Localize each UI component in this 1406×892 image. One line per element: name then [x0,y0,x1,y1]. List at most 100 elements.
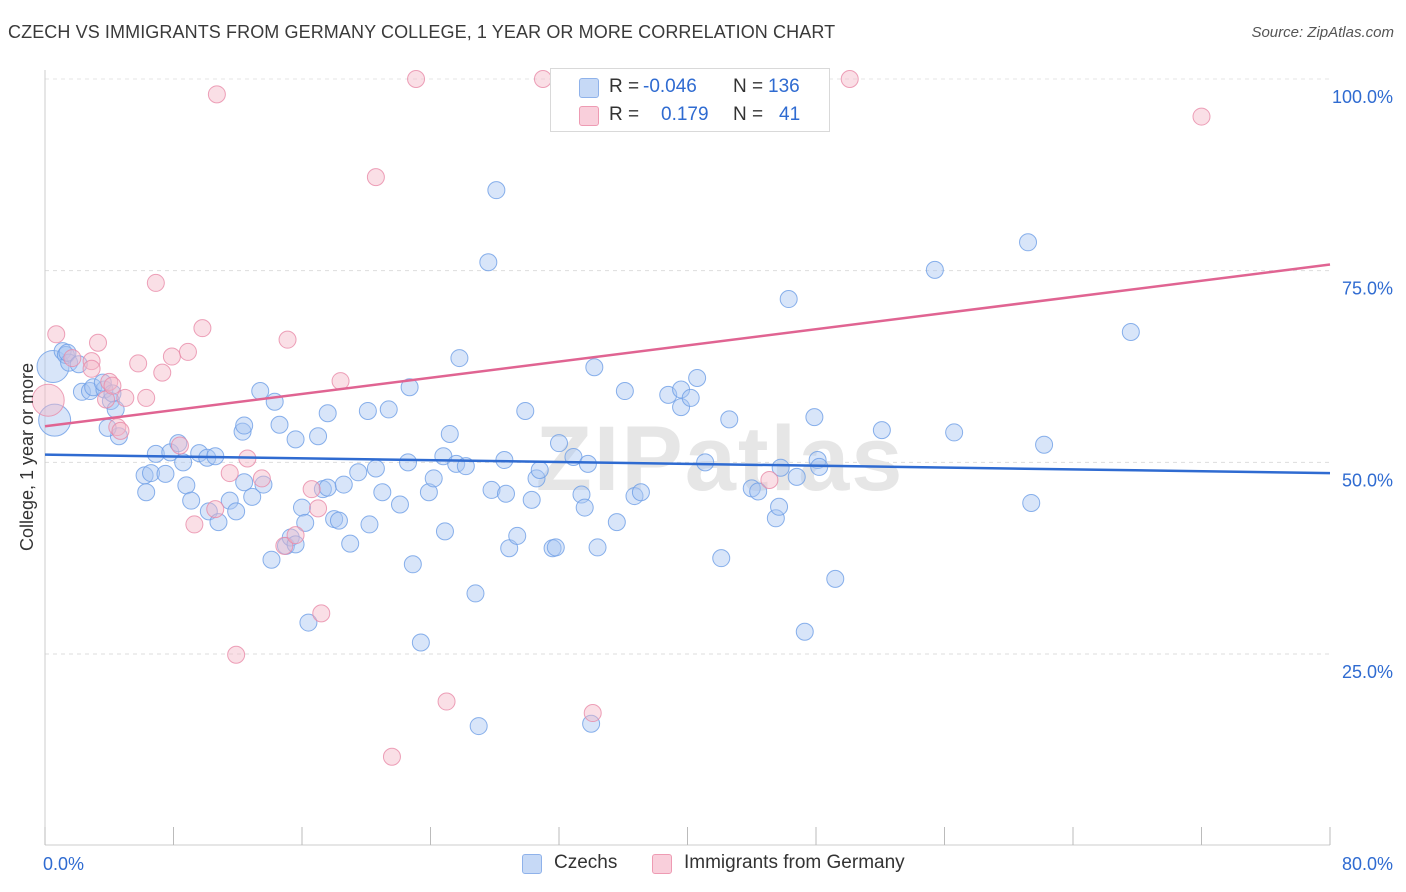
immigrants-germany-point [185,515,204,534]
czechs-point [235,473,254,492]
czechs-point [1121,323,1140,341]
immigrants-germany-point [309,499,328,518]
czechs-point [787,467,806,486]
immigrants-germany-point [331,372,350,391]
czechs-point [578,454,597,473]
czechs-point [615,382,634,401]
czechs-point [1035,435,1054,454]
czechs-point [550,434,568,453]
czechs-point [379,400,398,419]
watermark: ZIPatlas [536,408,905,510]
axes [44,70,1331,846]
czechs-point [1019,233,1038,252]
czechs-point [522,490,541,509]
czechs-point [688,369,707,387]
immigrants-germany-point [302,480,321,499]
immigrants-germany-point [129,354,148,373]
immigrants-germany-point [137,388,156,407]
immigrants-germany-point [760,470,779,489]
czechs-point [299,613,318,632]
czechs-point [826,569,845,588]
czechs-point [309,427,328,446]
czechs-trend-line [44,453,1331,475]
legend-row-immigrants-germany: R = 0.179 N = 41 [551,101,829,129]
legend-r-value: 0.179 [661,104,709,125]
czechs-point [607,513,626,532]
czechs-point [508,526,527,545]
czechs-point [156,464,175,483]
legend-swatch-czechs [579,78,599,98]
czechs-point [390,495,409,514]
immigrants-germany-point [82,359,101,378]
czechs-point [766,509,785,528]
czechs-point [487,181,506,200]
chart-title: CZECH VS IMMIGRANTS FROM GERMANY COLLEGE… [8,22,836,42]
immigrants-germany-point [220,464,239,483]
czechs-point [227,502,246,521]
y-tick-label: 25.0% [1342,662,1393,682]
immigrants-germany-point [252,469,271,488]
legend-n-value: 136 [768,76,800,97]
czechs-point [235,416,254,435]
immigrants-germany-point [366,168,385,187]
y-tick-label: 50.0% [1342,470,1393,490]
czechs-point [516,401,535,420]
czechs-point [588,538,607,557]
czechs-point [411,633,430,652]
immigrants-germany-point [170,436,189,455]
czechs-point [696,453,715,472]
immigrants-germany-point [437,692,456,711]
czechs-point [770,497,789,516]
immigrants-germany-point [103,376,122,395]
immigrants-germany-point [89,333,108,352]
czechs-point [243,487,262,506]
immigrants-germany-point [275,536,294,555]
immigrants-germany-point [840,70,859,88]
czechs-point [84,378,103,397]
czechs-point [373,483,392,502]
x-tick-label: 0.0% [43,854,84,874]
czechs-point [137,483,156,502]
czechs-point [496,484,515,503]
czechs-point [177,476,196,495]
legend-n-label: N = [733,104,764,125]
source-credit: Source: ZipAtlas.com [1251,24,1394,41]
czechs-point [360,515,379,534]
czechs-point [400,378,419,397]
trend-lines [44,263,1331,475]
immigrants-germany-point [116,388,135,407]
czechs-point [872,421,891,440]
czechs-point [403,555,422,574]
immigrants-germany-point [63,349,82,368]
czechs-point [366,459,385,478]
bottom-legend-swatch-immigrants-germany [652,854,672,874]
bottom-legend-swatch-czechs [522,854,542,874]
czechs-point [349,463,368,482]
czechs-point [233,422,252,441]
czechs-point [575,498,594,517]
czechs-point [720,410,739,429]
czechs-point [146,444,165,463]
immigrants-germany-point [312,604,331,623]
immigrants-germany-point [146,273,165,292]
czechs-point [58,343,77,362]
czechs-point [296,513,315,532]
czechs-point [182,491,201,510]
czechs-point [329,511,348,530]
czechs-point [749,482,768,501]
tick-labels: 25.0% 50.0% 75.0% 100.0% 0.0% 80.0% [43,87,1393,874]
immigrants-germany-point [47,325,66,344]
czechs-point [530,461,549,479]
legend-row-czechs: R = -0.046 N = 136 [551,73,829,101]
czechs-point [1022,493,1041,512]
immigrants-germany-point [1192,107,1211,126]
czechs-point [925,260,944,279]
czechs-point [318,404,337,423]
immigrants-germany-point [82,352,101,371]
immigrants-germany-point [162,347,181,366]
czechs-point [358,401,377,420]
czechs-point [546,538,565,557]
czechs-point [469,717,488,736]
legend-n-label: N = [733,76,764,97]
czechs-point [251,382,270,401]
